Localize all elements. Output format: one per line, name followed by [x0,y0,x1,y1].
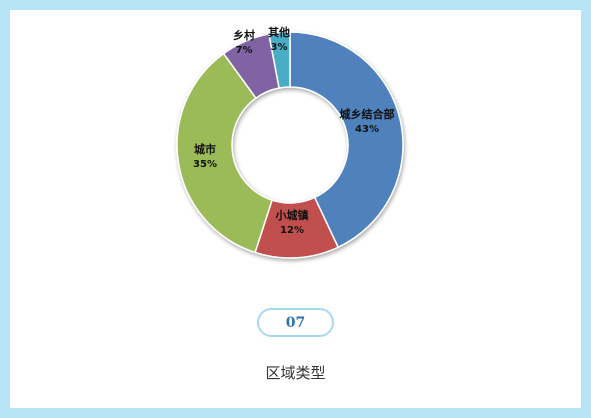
slice-category-label: 城市 [194,142,216,156]
slice-category-label: 其他 [268,25,290,39]
slice-category-label: 乡村 [233,28,255,42]
donut-slice-3 [176,52,274,254]
figure-caption: 区域类型 [265,364,326,382]
donut-slice-1 [289,31,404,249]
slice-percent-label: 35% [193,159,217,170]
slice-category-label: 城乡结合部 [340,107,395,121]
figure-panel: 城乡结合部 43% 小城镇 12% 城市 35% 乡村 7% 其他 3% 07 区域类型 [10,10,581,408]
donut-chart: 城乡结合部 43% 小城镇 12% 城市 35% 乡村 7% 其他 3% [176,25,404,259]
slice-percent-label: 3% [271,42,288,53]
page-number-badge: 07 [257,308,334,337]
slice-percent-label: 7% [236,45,253,56]
slice-category-label: 小城镇 [275,208,309,222]
slice-percent-label: 12% [280,225,304,236]
donut-slice-5 [267,31,291,89]
slice-percent-label: 43% [355,124,379,135]
